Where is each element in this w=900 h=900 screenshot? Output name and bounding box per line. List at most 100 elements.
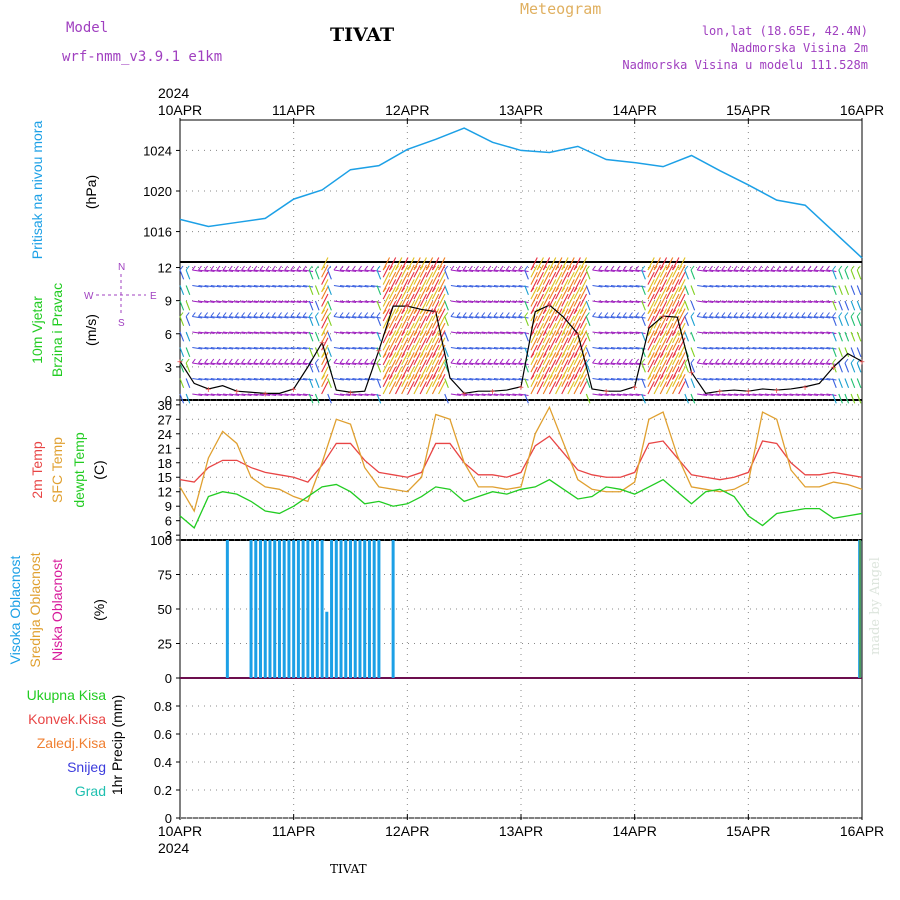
wind-barb-flag	[290, 265, 295, 271]
wind-barb	[690, 300, 696, 311]
wind-barb	[795, 393, 806, 397]
wind-barb	[179, 362, 185, 373]
wind-barb	[832, 378, 837, 389]
wind-barb	[463, 331, 474, 335]
wind-barb	[746, 346, 757, 350]
y-tick-label: 1020	[143, 184, 172, 199]
wind-barb	[327, 300, 332, 311]
wind-barb	[431, 315, 440, 329]
wind-barb	[223, 315, 234, 319]
wind-barb	[339, 331, 351, 335]
wind-gust-marker: +	[319, 339, 325, 350]
wind-barb	[518, 393, 529, 397]
wind-barb-flag	[542, 287, 547, 293]
wind-barb	[241, 362, 252, 366]
wind-barb	[506, 269, 517, 273]
wind-barb	[431, 359, 440, 373]
wind-barb	[641, 300, 646, 311]
wind-barb	[678, 264, 686, 278]
wind-barb	[635, 284, 646, 288]
wind-gust-marker: +	[234, 387, 240, 398]
wind-gust-marker: +	[774, 386, 780, 397]
wind-barb	[764, 346, 775, 350]
wind-barb-flag	[592, 265, 596, 271]
wind-barb	[536, 352, 544, 366]
wind-barb	[752, 315, 763, 319]
wind-barb	[376, 393, 382, 404]
wind-barb	[456, 377, 468, 381]
wind-barb	[241, 300, 252, 304]
wind-barb	[623, 362, 634, 366]
wind-barb	[820, 269, 831, 273]
wind-barb	[266, 269, 277, 273]
wind-barb	[536, 359, 544, 373]
wind-barb	[296, 346, 307, 350]
wind-barb	[210, 393, 221, 397]
wind-barb-flag	[801, 358, 806, 364]
wind-barb	[296, 284, 307, 288]
wind-barb	[659, 315, 668, 329]
wind-barb	[506, 315, 517, 319]
wind-barb	[653, 352, 661, 366]
pressure-line	[179, 127, 863, 259]
wind-barb	[548, 264, 557, 278]
wind-barb	[838, 378, 843, 389]
x-tick-top: 14APR	[612, 102, 656, 118]
wind-barb-flag	[247, 358, 252, 364]
wind-barb-flag	[388, 331, 393, 336]
wind-barb	[216, 315, 227, 319]
wind-barb	[266, 315, 277, 319]
wind-barb	[500, 377, 511, 381]
wind-barb	[746, 377, 757, 381]
wind-barb	[463, 377, 474, 381]
wind-barb	[198, 300, 209, 304]
wind-barb	[308, 269, 314, 280]
wind-barb	[703, 300, 714, 304]
wind-barb	[592, 393, 603, 397]
wind-barb-flag	[247, 312, 252, 317]
wind-barb	[604, 346, 615, 350]
wind-barb	[241, 269, 252, 273]
wind-barb	[388, 330, 397, 344]
wind-barb	[382, 352, 391, 366]
wind-barb	[856, 269, 862, 280]
wind-barb	[795, 362, 806, 366]
wind-barb	[653, 373, 661, 387]
wind-barb-flag	[622, 312, 627, 317]
wind-barb-flag	[278, 312, 282, 317]
wind-barb	[370, 284, 381, 288]
wind-barb	[573, 381, 581, 395]
wind-barb	[253, 377, 264, 381]
high-cloud-bar	[282, 540, 286, 678]
wind-barb-flag	[567, 331, 572, 336]
wind-barb	[395, 352, 403, 366]
wind-barb	[425, 352, 434, 366]
wind-barb	[814, 346, 825, 350]
wind-barb-flag	[321, 309, 326, 315]
wind-barb-flag	[271, 312, 276, 317]
wind-gust-marker: +	[177, 357, 183, 368]
wind-barb-flag	[795, 358, 800, 364]
wind-barb-flag	[321, 375, 326, 380]
wind-barb	[715, 269, 726, 273]
high-cloud-bar	[363, 540, 367, 678]
wind-barb-flag	[235, 312, 239, 317]
wind-barb	[296, 315, 307, 319]
wind-barb	[795, 315, 806, 319]
wind-barb	[382, 337, 391, 351]
wind-barb	[617, 269, 628, 273]
wind-title-1: 10m Vjetar	[29, 296, 45, 364]
wind-barb	[647, 359, 655, 373]
wind-barb	[352, 331, 363, 335]
wind-barb-flag	[505, 312, 510, 317]
wind-barb	[709, 284, 720, 288]
wind-barb	[567, 293, 575, 307]
wind-barb	[339, 346, 351, 350]
wind-barb-flag	[376, 312, 381, 317]
wind-barb-flag	[727, 358, 732, 364]
wind-barb	[456, 346, 468, 350]
wind-barb	[561, 330, 569, 344]
wind-gust-marker: +	[262, 389, 268, 400]
wind-barb	[235, 300, 246, 304]
wind-barb	[548, 381, 557, 395]
